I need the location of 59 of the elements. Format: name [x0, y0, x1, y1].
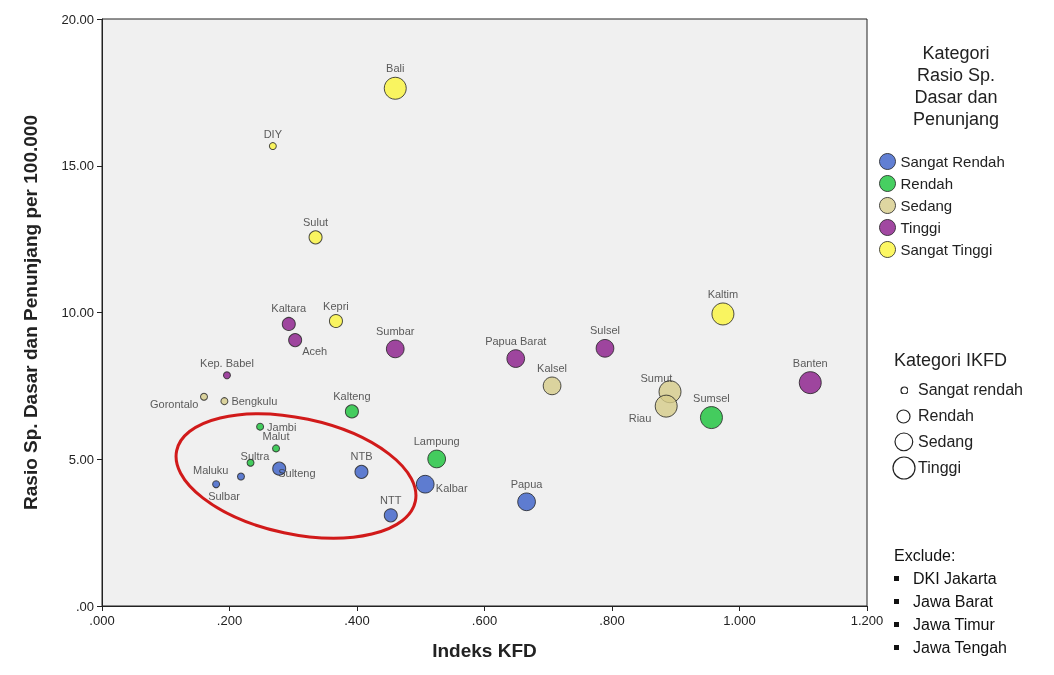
data-label: Kalbar [435, 482, 468, 495]
x-tick-label: .000 [89, 613, 115, 628]
data-label: Sulsel [590, 324, 620, 337]
data-label: Bengkulu [231, 395, 278, 408]
data-label: Lampung [413, 435, 460, 448]
data-label: Kaltim [707, 287, 739, 300]
data-label: Sultra [240, 450, 271, 463]
data-label: Sumsel [693, 391, 730, 404]
y-tick-label: 10.00 [61, 305, 94, 320]
data-label: Kalsel [537, 362, 568, 375]
y-tick-label: .00 [75, 598, 94, 614]
y-tick-label: 15.00 [61, 158, 94, 174]
text: Jawa Barat [913, 592, 994, 612]
text: DKI Jakarta [913, 569, 997, 589]
data-label: Kepri [323, 299, 349, 312]
legend-title: Kategori Rasio Sp. Dasar dan Penunjang [911, 42, 1001, 130]
y-tick-label: 5.00 [68, 451, 94, 467]
data-label: Sulut [303, 215, 329, 228]
text: Jawa Tengah [913, 638, 1007, 658]
data-label: Aceh [302, 344, 328, 357]
data-label: Jambi [267, 420, 297, 433]
data-label: Kalteng [333, 389, 371, 402]
data-label: Kep. Babel [200, 356, 254, 369]
data-label: Sulbar [208, 489, 241, 502]
data-label: Papua [510, 477, 544, 490]
data-label: NTB [350, 450, 373, 463]
y-axis-title: Rasio Sp. Dasar dan Penunjang per 100.000 [20, 115, 41, 510]
x-tick-label: .800 [599, 613, 625, 628]
legend-label: Sedang [900, 197, 953, 214]
legend-label: Sedang [917, 433, 974, 451]
x-tick-label: .200 [216, 613, 243, 628]
data-label: NTT [380, 493, 402, 506]
data-label: Kaltara [271, 302, 308, 315]
data-label: Sulteng [278, 467, 316, 480]
legend-label: Sangat Rendah [900, 153, 1005, 170]
data-label: Riau [628, 412, 652, 425]
y-tick-label: 20.00 [61, 11, 94, 27]
data-label: Sumbar [375, 325, 415, 338]
x-axis-title: Indeks KFD [432, 640, 537, 661]
data-label: Sumut [640, 371, 673, 384]
x-tick-label: .400 [344, 613, 370, 628]
data-label: Papua Barat [485, 334, 547, 347]
data-label: Banten [792, 356, 828, 369]
text: Kategori IKFD [894, 350, 1009, 371]
x-tick-label: 1.200 [850, 613, 884, 628]
data-label: Bali [386, 62, 405, 75]
data-label: Maluku [193, 464, 229, 477]
x-tick-label: .600 [471, 613, 498, 628]
text: Jawa Timur [913, 615, 995, 635]
legend-label: Tinggi [900, 219, 941, 236]
legend-label: Rendah [917, 407, 975, 425]
legend-label: Sangat rendah [917, 381, 1023, 399]
legend-label: Sangat Tinggi [900, 241, 993, 258]
legend-label: Tinggi [918, 459, 961, 477]
data-label: DIY [263, 127, 283, 140]
data-label: Gorontalo [150, 398, 199, 411]
text: Exclude: [894, 546, 956, 566]
legend-label: Rendah [900, 175, 954, 192]
x-tick-label: 1.000 [723, 613, 756, 628]
